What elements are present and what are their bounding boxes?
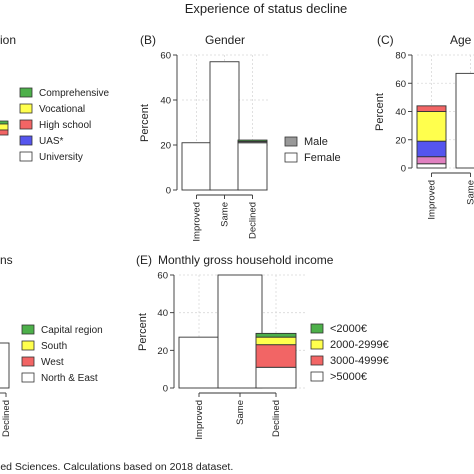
legend-swatch-0 <box>19 87 33 98</box>
footer-note: ied Sciences. Calculations based on 2018… <box>0 461 233 473</box>
panel-title: ns <box>0 253 13 267</box>
x-tick-label-2: Declined <box>271 400 282 437</box>
legend-swatch-2 <box>21 356 35 367</box>
bar-improved-seg-0 <box>416 163 447 169</box>
legend-label-3: UAS* <box>39 136 64 147</box>
legend-label-0: Male <box>304 136 328 148</box>
legend-label-4: University <box>39 152 83 163</box>
legend-label-1: Vocational <box>39 104 85 115</box>
y-tick-label-3: 60 <box>157 271 168 282</box>
y-tick-label-2: 40 <box>160 96 171 107</box>
y-tick-label-2: 40 <box>395 107 406 118</box>
bar-declined-seg-2 <box>237 139 268 142</box>
panel-label: (E) <box>136 253 152 267</box>
legend-swatch-3 <box>310 371 324 382</box>
legend-swatch-1 <box>21 340 35 351</box>
legend-label-3: >5000€ <box>330 371 367 383</box>
x-tick-label-0: Declined <box>1 400 12 437</box>
legend-swatch-4 <box>19 151 33 162</box>
x-tick-label-0: Improved <box>194 400 205 440</box>
bar-improved-seg-3 <box>416 111 447 142</box>
legend-swatch-0 <box>310 323 324 334</box>
bar-clipped-seg-2 <box>0 129 9 136</box>
bar-improved-seg-0 <box>178 336 220 389</box>
y-tick-label-3: 60 <box>395 79 406 90</box>
y-tick-label-4: 80 <box>395 51 406 62</box>
figure-title: Experience of status decline <box>185 1 348 16</box>
legend-swatch-3 <box>21 372 35 383</box>
y-axis-label: Percent <box>137 313 149 351</box>
bar-improved-seg-1 <box>416 156 447 165</box>
bar-declined-seg-1 <box>255 344 297 368</box>
legend-label-1: Female <box>304 152 341 164</box>
x-tick-label-1: Same <box>466 180 474 205</box>
legend-swatch-3 <box>19 135 33 146</box>
income-panel: 0 20 40 60 Improved Same Declined Percent (E) Mon… <box>136 253 389 440</box>
x-tick-label-1: Same <box>220 202 231 227</box>
x-tick-label-1: Same <box>235 400 246 425</box>
legend-label-2: High school <box>39 120 91 131</box>
bar-declined-seg-3 <box>255 332 297 338</box>
bar-same-seg-0 <box>209 61 240 191</box>
bar-improved-seg-4 <box>416 105 447 112</box>
legend-label-3: North & East <box>41 373 98 384</box>
y-tick-label-1: 20 <box>395 135 406 146</box>
bar-clipped-seg-0 <box>0 120 9 125</box>
bar-improved-seg-2 <box>416 140 447 158</box>
legend-label-0: Comprehensive <box>39 88 109 99</box>
legend-swatch-1 <box>310 339 324 350</box>
bar-clipped-declined <box>0 342 10 389</box>
region-panel: ns Capital region South West North & East Dec… <box>0 253 103 437</box>
bar-declined-seg-0 <box>237 142 268 191</box>
y-tick-label-3: 60 <box>160 51 171 62</box>
legend-swatch-1 <box>284 152 298 163</box>
x-tick-label-0: Improved <box>192 202 203 242</box>
legend-label-0: <2000€ <box>330 323 367 335</box>
x-tick-label-2: Declined <box>248 202 259 239</box>
bar-declined-seg-2 <box>255 336 297 346</box>
y-tick-label-0: 0 <box>401 164 406 175</box>
legend-swatch-1 <box>19 103 33 114</box>
bar-same-seg-0 <box>455 72 474 169</box>
x-tick-label-0: Improved <box>427 180 438 220</box>
panel-title: Age <box>450 33 472 47</box>
legend-swatch-2 <box>19 119 33 130</box>
bar-same-seg-0 <box>217 274 263 389</box>
legend-label-1: 2000-2999€ <box>330 339 389 351</box>
y-axis-label: Percent <box>374 93 386 131</box>
y-tick-label-1: 20 <box>157 346 168 357</box>
legend-swatch-0 <box>21 324 35 335</box>
panel-label: (B) <box>140 33 156 47</box>
education-panel: ion Comprehensive Vocational High school UAS… <box>0 33 109 163</box>
bar-clipped-seg-1 <box>0 123 9 131</box>
legend-label-2: 3000-4999€ <box>330 355 389 367</box>
age-panel: 0 20 40 60 80 Improved Same Percent (C) Age <box>374 33 474 220</box>
legend-swatch-0 <box>284 136 298 147</box>
y-tick-label-2: 40 <box>157 308 168 319</box>
legend-label-2: West <box>41 357 64 368</box>
y-tick-label-0: 0 <box>163 384 168 395</box>
y-axis-label: Percent <box>139 104 151 142</box>
legend-swatch-2 <box>310 355 324 366</box>
y-tick-label-1: 20 <box>160 141 171 152</box>
panel-label: (C) <box>377 33 394 47</box>
panel-title: Gender <box>205 33 245 47</box>
legend-label-0: Capital region <box>41 325 103 336</box>
y-tick-label-0: 0 <box>166 186 171 197</box>
legend-label-1: South <box>41 341 67 352</box>
panel-title: ion <box>0 33 16 47</box>
gender-panel: 0 20 40 60 Improved Same Declined Percent (B) Gen… <box>139 33 341 242</box>
bar-improved-seg-0 <box>181 142 212 191</box>
bar-declined-seg-0 <box>255 366 297 389</box>
panel-title: Monthly gross household income <box>158 253 334 267</box>
